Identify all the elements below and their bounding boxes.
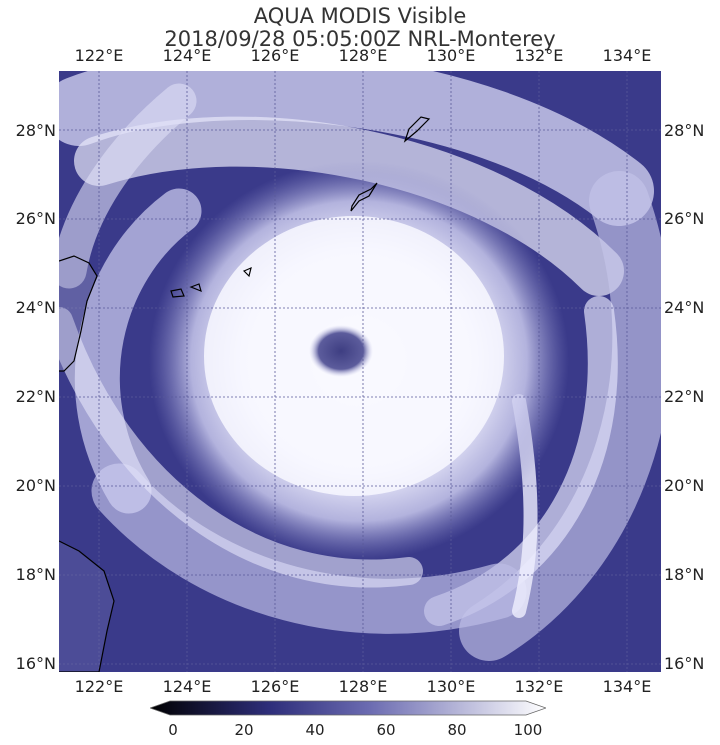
land-outlines (59, 116, 431, 672)
iriomote-outline (189, 283, 202, 293)
satellite-image (59, 71, 661, 672)
colorbar-label-60: 60 (376, 721, 396, 739)
lat-tick-right-24: 24°N (664, 298, 705, 317)
lat-tick-right-16: 16°N (664, 654, 705, 673)
lat-tick-left-28: 28°N (15, 121, 56, 140)
lat-tick-left-16: 16°N (15, 654, 56, 673)
lat-tick-left-26: 26°N (15, 209, 56, 228)
lon-tick-bottom-134: 134°E (602, 677, 652, 696)
lat-tick-left-22: 22°N (15, 387, 56, 406)
cloud-bands (59, 71, 661, 661)
lon-tick-top-132: 132°E (514, 46, 564, 65)
colorbar-label-80: 80 (447, 721, 467, 739)
lon-tick-top-128: 128°E (338, 46, 388, 65)
miyako-outline (242, 266, 252, 278)
lon-tick-top-124: 124°E (162, 46, 212, 65)
lon-tick-bottom-124: 124°E (162, 677, 212, 696)
luzon-outline (59, 540, 115, 672)
lon-tick-top-122: 122°E (74, 46, 124, 65)
lat-tick-right-26: 26°N (664, 209, 705, 228)
lon-tick-top-130: 130°E (426, 46, 476, 65)
lon-tick-bottom-132: 132°E (514, 677, 564, 696)
colorbar-gradient (150, 700, 546, 716)
okinawa-outline (350, 182, 378, 212)
map-subtitle: 2018/09/28 05:05:00Z NRL-Monterey (164, 27, 556, 51)
lon-tick-top-134: 134°E (602, 46, 652, 65)
graticule (59, 71, 661, 672)
lon-tick-bottom-128: 128°E (338, 677, 388, 696)
lat-tick-right-22: 22°N (664, 387, 705, 406)
colorbar-label-40: 40 (305, 721, 325, 739)
colorbar-label-100: 100 (513, 721, 543, 739)
amami-outline (403, 116, 431, 143)
lat-tick-left-18: 18°N (15, 565, 56, 584)
lon-tick-bottom-126: 126°E (250, 677, 300, 696)
map-title: AQUA MODIS Visible (253, 4, 467, 28)
lon-tick-top-126: 126°E (250, 46, 300, 65)
colorbar-label-0: 0 (168, 721, 178, 739)
lat-tick-left-24: 24°N (15, 298, 56, 317)
lon-tick-bottom-122: 122°E (74, 677, 124, 696)
ishigaki-outline (170, 288, 185, 298)
lat-tick-right-18: 18°N (664, 565, 705, 584)
lon-tick-bottom-130: 130°E (426, 677, 476, 696)
typhoon-eye (309, 325, 373, 377)
colorbar (150, 700, 546, 716)
taiwan-outline (59, 255, 98, 372)
lat-tick-right-28: 28°N (664, 121, 705, 140)
lat-tick-right-20: 20°N (664, 476, 705, 495)
lat-tick-left-20: 20°N (15, 476, 56, 495)
colorbar-label-20: 20 (234, 721, 254, 739)
